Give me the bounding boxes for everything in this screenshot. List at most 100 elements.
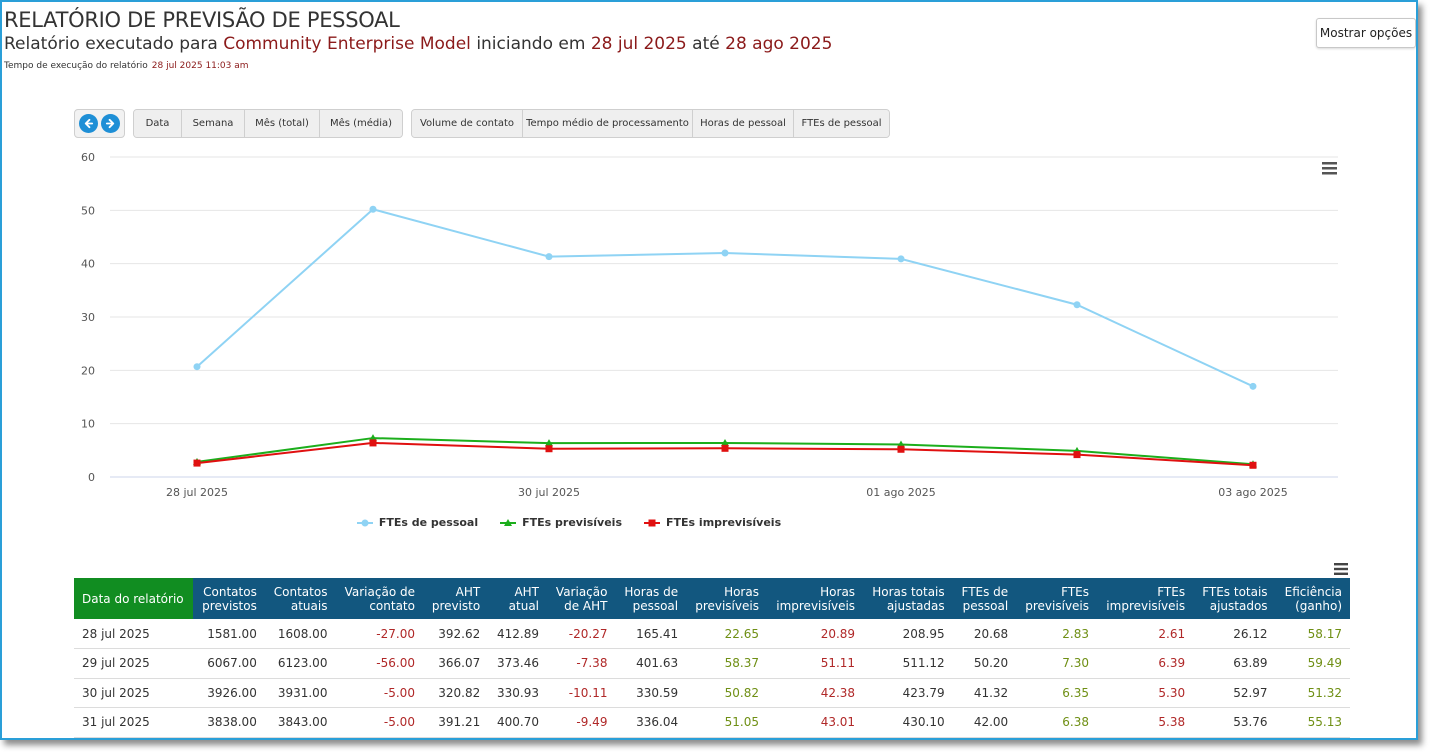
legend-label: FTEs imprevisíveis bbox=[666, 516, 782, 529]
data-point[interactable] bbox=[193, 459, 201, 467]
data-point[interactable] bbox=[897, 255, 905, 263]
table-cell: 392.62 bbox=[422, 619, 489, 649]
data-point[interactable] bbox=[897, 445, 905, 453]
data-point[interactable] bbox=[369, 439, 377, 447]
legend-marker-circle-icon bbox=[356, 519, 373, 526]
column-header[interactable]: FTEs imprevisíveis bbox=[1097, 578, 1194, 619]
legend-item-ftes-previsiveis[interactable]: FTEs previsíveis bbox=[500, 516, 622, 529]
data-point[interactable] bbox=[1073, 301, 1081, 309]
table-cell: 3838.00 bbox=[193, 707, 265, 738]
column-header[interactable]: FTEs totais ajustados bbox=[1193, 578, 1276, 619]
table-cell: 5.38 bbox=[1097, 707, 1194, 738]
data-point[interactable] bbox=[1249, 461, 1257, 469]
table-cell: -20.27 bbox=[547, 619, 616, 649]
table-cell: 165.41 bbox=[615, 619, 687, 649]
column-header[interactable]: Eficiência (ganho) bbox=[1275, 578, 1350, 619]
metric-tabs: Volume de contato Tempo médio de process… bbox=[411, 109, 890, 138]
table-cell: 373.46 bbox=[488, 648, 548, 679]
table-cell: 58.37 bbox=[686, 648, 767, 679]
header-line: Variação de bbox=[344, 584, 415, 599]
column-header[interactable]: AHT previsto bbox=[422, 578, 489, 619]
data-point[interactable] bbox=[897, 440, 905, 448]
chart-menu-icon[interactable] bbox=[1322, 162, 1337, 165]
table-row: 30 jul 2025 3926.00 3931.00 -5.00 320.82 330.… bbox=[74, 678, 1350, 708]
header-line: atual bbox=[508, 598, 540, 613]
y-tick-label: 10 bbox=[81, 418, 95, 431]
report-subtitle: Relatório executado para Community Enter… bbox=[4, 34, 832, 54]
header-line: Horas bbox=[724, 584, 759, 599]
table-cell: 26.12 bbox=[1193, 619, 1276, 649]
subtitle-mid: iniciando em bbox=[476, 34, 586, 54]
header-line: previsto bbox=[431, 598, 481, 613]
tab-horas-de-pessoal[interactable]: Horas de pessoal bbox=[693, 110, 794, 137]
next-button[interactable] bbox=[100, 114, 120, 133]
data-point[interactable] bbox=[721, 249, 729, 257]
column-header[interactable]: FTEs previsíveis bbox=[1016, 578, 1098, 619]
table-cell: 1608.00 bbox=[264, 619, 336, 649]
column-header[interactable]: Data do relatório bbox=[74, 578, 194, 619]
tab-data[interactable]: Data bbox=[134, 110, 182, 137]
chart-menu-icon[interactable] bbox=[1322, 172, 1337, 175]
header-line: ajustadas bbox=[886, 598, 945, 613]
legend-item-ftes-de-pessoal[interactable]: FTEs de pessoal bbox=[356, 516, 478, 529]
arrow-left-icon bbox=[85, 118, 94, 129]
data-point[interactable] bbox=[721, 444, 729, 452]
table-cell: 3931.00 bbox=[264, 678, 336, 708]
column-header[interactable]: AHT atual bbox=[488, 578, 548, 619]
y-tick-label: 20 bbox=[81, 364, 95, 377]
data-point[interactable] bbox=[545, 445, 553, 453]
table-cell: -56.00 bbox=[335, 648, 423, 679]
table-cell: 1581.00 bbox=[193, 619, 265, 649]
table-cell: 366.07 bbox=[422, 648, 489, 679]
column-header[interactable]: Variação de contato bbox=[335, 578, 423, 619]
data-point[interactable] bbox=[369, 434, 377, 442]
tab-mes-total[interactable]: Mês (total) bbox=[245, 110, 320, 137]
column-header[interactable]: Horas imprevisíveis bbox=[766, 578, 864, 619]
tab-label: Mês (total) bbox=[255, 118, 309, 129]
data-point[interactable] bbox=[369, 205, 377, 213]
column-header[interactable]: Contatos atuais bbox=[264, 578, 336, 619]
legend-marker-triangle-icon bbox=[500, 518, 517, 526]
header-line: Horas totais bbox=[872, 584, 945, 599]
data-point[interactable] bbox=[1073, 451, 1081, 459]
table-cell: 401.63 bbox=[615, 648, 687, 679]
tab-ftes-de-pessoal[interactable]: FTEs de pessoal bbox=[794, 110, 889, 137]
data-point[interactable] bbox=[721, 438, 729, 446]
column-header[interactable]: Variação de AHT bbox=[547, 578, 616, 619]
column-header[interactable]: Contatos previstos bbox=[193, 578, 265, 619]
tab-volume-de-contato[interactable]: Volume de contato bbox=[412, 110, 523, 137]
column-header[interactable]: FTEs de pessoal bbox=[952, 578, 1017, 619]
tab-label: Mês (média) bbox=[329, 118, 393, 129]
legend-item-ftes-imprevisiveis[interactable]: FTEs imprevisíveis bbox=[644, 516, 781, 529]
tab-mes-media[interactable]: Mês (média) bbox=[320, 110, 402, 137]
column-header[interactable]: Horas de pessoal bbox=[615, 578, 687, 619]
tab-semana[interactable]: Semana bbox=[182, 110, 245, 137]
ftes-line-chart: 0 10 20 30 40 50 60 28 jul 2025 30 jul 2025 01 ag… bbox=[81, 151, 1338, 499]
table-cell: 7.30 bbox=[1016, 648, 1098, 679]
data-point[interactable] bbox=[545, 253, 553, 261]
header-line: FTEs bbox=[1061, 584, 1090, 599]
exec-label: Tempo de execução do relatório bbox=[4, 61, 148, 71]
data-point[interactable] bbox=[1249, 382, 1257, 390]
previous-button[interactable] bbox=[79, 114, 99, 133]
table-cell: -9.49 bbox=[547, 707, 616, 738]
legend-marker-square-icon bbox=[644, 519, 661, 526]
table-cell: 6123.00 bbox=[264, 648, 336, 679]
table-cell: -5.00 bbox=[335, 707, 423, 738]
table-cell: -5.00 bbox=[335, 678, 423, 708]
tab-tempo-medio[interactable]: Tempo médio de processamento bbox=[523, 110, 693, 137]
data-point[interactable] bbox=[193, 363, 201, 371]
table-cell: 6.39 bbox=[1097, 648, 1194, 679]
column-header[interactable]: Horas previsíveis bbox=[686, 578, 767, 619]
table-cell: 320.82 bbox=[422, 678, 489, 708]
table-cell: 58.17 bbox=[1275, 619, 1350, 649]
table-menu-icon[interactable] bbox=[1333, 562, 1349, 576]
show-options-button[interactable]: Mostrar opções bbox=[1316, 18, 1416, 48]
column-header[interactable]: Horas totais ajustadas bbox=[863, 578, 953, 619]
x-tick-label: 30 jul 2025 bbox=[518, 486, 580, 499]
x-tick-label: 03 ago 2025 bbox=[1218, 486, 1287, 499]
table-cell: 511.12 bbox=[863, 648, 953, 679]
data-point[interactable] bbox=[545, 439, 553, 447]
chart-menu-icon[interactable] bbox=[1322, 167, 1337, 170]
table-cell: 55.13 bbox=[1275, 707, 1350, 738]
